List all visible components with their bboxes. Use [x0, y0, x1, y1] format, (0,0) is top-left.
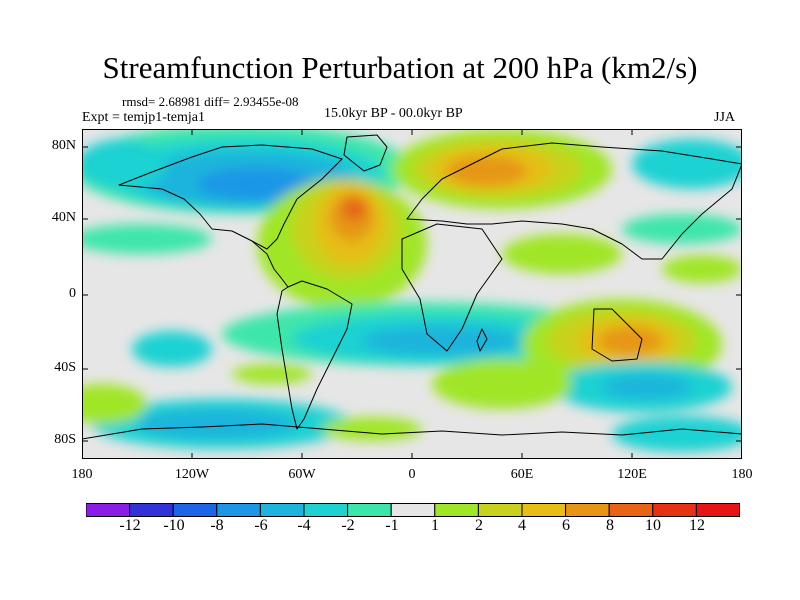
colorbar	[86, 503, 740, 517]
colorbar-swatch	[565, 503, 610, 517]
map-plot	[82, 129, 742, 459]
colorbar-swatch	[521, 503, 567, 517]
plot-title: Streamfunction Perturbation at 200 hPa (…	[102, 50, 698, 85]
colorbar-swatch	[129, 503, 174, 517]
colorbar-swatch	[477, 503, 523, 517]
lon-label-60w: 60W	[288, 467, 316, 482]
colorbar-swatch	[695, 503, 740, 517]
colorbar-swatch	[347, 503, 392, 517]
colorbar-swatch	[390, 503, 436, 517]
colorbar-label: -4	[297, 517, 311, 534]
colorbar-label: 6	[562, 517, 570, 534]
stats-text: rmsd= 2.68981 diff= 2.93455e-08	[122, 94, 299, 109]
colorbar-label: -8	[210, 517, 224, 534]
lat-label-80n: 80N	[51, 138, 76, 153]
colorbar-swatch	[434, 503, 479, 517]
colorbar-label: 4	[518, 517, 526, 534]
colorbar-label: -12	[119, 517, 141, 534]
colorbar-label: -2	[341, 517, 355, 534]
colorbar-label: -10	[163, 517, 185, 534]
colorbar-swatch	[172, 503, 218, 517]
colorbar-swatch	[216, 503, 261, 517]
colorbar-label: 1	[431, 517, 439, 534]
colorbar-label: 8	[606, 517, 614, 534]
lon-label-120e: 120E	[617, 467, 647, 482]
colorbar-swatch	[652, 503, 697, 517]
lon-label-180e: 180	[731, 467, 753, 482]
colorbar-label: 2	[475, 517, 483, 534]
lat-label-eq: 0	[69, 286, 76, 301]
lon-label-60e: 60E	[510, 467, 534, 482]
colorbar-swatch	[608, 503, 654, 517]
colorbar-swatch	[259, 503, 305, 517]
lat-label-40s: 40S	[54, 360, 76, 375]
colorbar-swatch	[86, 503, 131, 517]
lat-label-80s: 80S	[54, 432, 76, 447]
season-label: JJA	[714, 110, 736, 125]
period-label: 15.0kyr BP - 00.0kyr BP	[324, 106, 463, 121]
experiment-label: Expt = temjp1-temja1	[82, 110, 205, 125]
lon-label-180w: 180	[71, 467, 93, 482]
coastlines	[82, 134, 742, 440]
colorbar-label: 10	[645, 517, 661, 534]
lon-label-0: 0	[408, 467, 416, 482]
colorbar-swatch	[303, 503, 349, 517]
lon-label-120w: 120W	[174, 467, 210, 482]
lat-label-40n: 40N	[51, 210, 76, 225]
colorbar-label: -1	[385, 517, 399, 534]
colorbar-label: -6	[254, 517, 268, 534]
axis-ticks	[82, 129, 742, 459]
field-contours	[82, 129, 742, 452]
colorbar-label: 12	[689, 517, 705, 534]
